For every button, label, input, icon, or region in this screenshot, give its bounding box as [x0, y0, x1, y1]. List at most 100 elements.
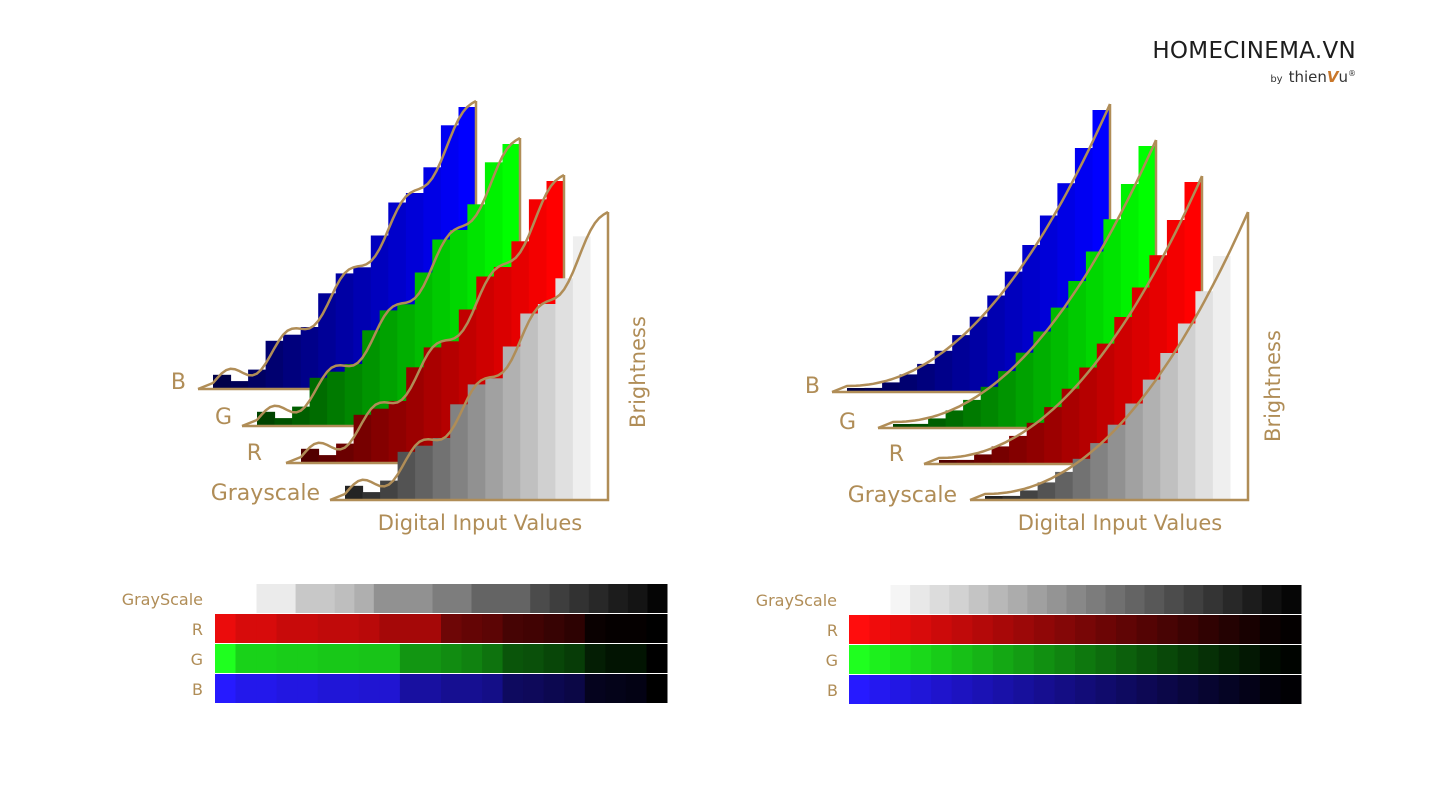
gamma-curve [831, 103, 1112, 394]
bar [980, 386, 999, 428]
swatch-cell [951, 615, 973, 644]
swatch-cell [871, 585, 891, 614]
bar [1061, 388, 1080, 464]
bar [432, 438, 451, 500]
bar [450, 404, 469, 500]
axis-frame [970, 212, 1250, 502]
gamma-diagram-right: BG R Grayscale Digital Input Values Brightne… [805, 103, 1285, 535]
bar [847, 388, 866, 392]
swatch-cell [393, 584, 414, 613]
swatch-cell [890, 675, 912, 704]
swatch-cell [317, 614, 339, 643]
bar [590, 218, 609, 500]
swatch-cell [276, 584, 297, 613]
bar [379, 310, 398, 426]
bar [1026, 422, 1045, 464]
swatch-cell [1066, 585, 1087, 614]
swatch-cell [627, 584, 648, 613]
swatch-cell [461, 644, 483, 673]
y-axis-label: Brightness [626, 316, 650, 428]
bar [974, 454, 993, 464]
bar [864, 387, 883, 392]
swatch-cell [441, 674, 462, 703]
swatch-cell [237, 584, 257, 613]
bar [1044, 407, 1063, 464]
swatch-cell [1095, 675, 1117, 704]
bar [1033, 331, 1052, 428]
swatch-cell [1054, 675, 1076, 704]
gamma-diagram-left: B GR Grayscale Digital Input Values Brightne… [171, 99, 650, 535]
swatch-cell [910, 645, 932, 674]
swatch-cell [1013, 645, 1035, 674]
swatch-cell [931, 675, 953, 704]
layer-grayscale-left [329, 210, 610, 502]
gamma-curve [329, 210, 609, 502]
bar [1107, 424, 1126, 500]
swatch-row-label: B [192, 680, 203, 699]
swatch-cell [1239, 675, 1261, 704]
swatch-row-label: R [192, 620, 203, 639]
swatch-cell [276, 614, 298, 643]
bar [406, 367, 425, 463]
swatch-cell [1280, 615, 1302, 644]
swatch-cell [1075, 615, 1096, 644]
logo-by: by [1270, 74, 1283, 85]
swatch-cell [491, 584, 512, 613]
bar [945, 410, 964, 428]
swatch-cell [1177, 675, 1199, 704]
swatch-cell [420, 614, 442, 643]
swatch-cell [543, 614, 565, 643]
swatch-cell [1157, 615, 1179, 644]
swatch-cell [1136, 645, 1158, 674]
swatch-cell [972, 615, 994, 644]
bar [318, 293, 337, 389]
bar [899, 374, 918, 392]
bar [985, 496, 1004, 500]
swatch-cell [1239, 645, 1261, 674]
swatch-cell [625, 674, 647, 703]
swatch-cell [235, 674, 257, 703]
bar [939, 460, 958, 464]
swatch-cell [849, 675, 870, 704]
swatch-cell [315, 584, 336, 613]
layer-grayscale-right [969, 211, 1250, 502]
swatch-cell [1164, 585, 1185, 614]
swatch-cell [297, 614, 319, 643]
swatch-cell [256, 674, 278, 703]
logo-brand-pre: thien [1288, 68, 1327, 86]
bar [1002, 495, 1021, 500]
swatch-cell [256, 614, 278, 643]
bar [309, 377, 328, 426]
swatch-cell [1281, 585, 1302, 614]
swatch-row-label: GrayScale [756, 591, 837, 610]
swatch-cell [276, 644, 298, 673]
layer-label: G [215, 405, 232, 430]
swatch-cell [256, 584, 277, 613]
swatch-cell [584, 614, 606, 643]
swatch-cell [890, 645, 912, 674]
swatch-cell [910, 585, 931, 614]
swatch-cell [929, 585, 950, 614]
bar [1015, 352, 1034, 428]
swatch-cell [949, 585, 970, 614]
bar [301, 448, 320, 463]
bar [230, 381, 249, 389]
bar [397, 451, 416, 500]
swatch-cell [1013, 675, 1035, 704]
swatch-cell [412, 584, 433, 613]
bar [991, 446, 1010, 464]
swatch-cell [334, 584, 355, 613]
swatch-cell [1013, 615, 1035, 644]
bar [555, 278, 574, 500]
swatch-cell [295, 584, 316, 613]
swatch-cell [441, 644, 462, 673]
bar [1230, 218, 1249, 500]
swatch-cell [354, 584, 375, 613]
bar [353, 414, 372, 463]
swatch-cell [523, 614, 545, 643]
bar [467, 384, 486, 500]
swatch-cell [646, 644, 668, 673]
swatch-cell [1177, 615, 1199, 644]
swatch-cell [1259, 615, 1281, 644]
swatch-cell [1136, 675, 1158, 704]
